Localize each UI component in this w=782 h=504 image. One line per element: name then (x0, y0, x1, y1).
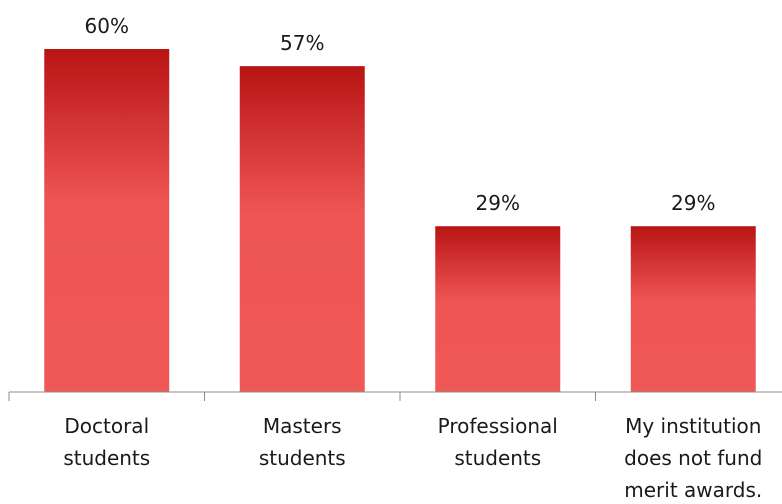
category-label-1: Masters students (259, 414, 346, 470)
category-label-line: Masters (263, 414, 342, 438)
value-label-2: 29% (476, 191, 520, 215)
category-label-line: does not fund (624, 446, 762, 470)
bar-3 (630, 226, 756, 392)
category-label-line: students (454, 446, 541, 470)
category-label-0: Doctoral students (63, 414, 150, 470)
x-axis (8, 391, 782, 401)
category-label-line: Doctoral (64, 414, 149, 438)
value-label-0: 60% (85, 14, 129, 38)
bar-1 (239, 66, 365, 393)
value-label-3: 29% (671, 191, 715, 215)
category-label-3: My institution does not fund merit awards. (624, 414, 762, 502)
category-label-2: Professional students (438, 414, 558, 470)
bar-2 (435, 226, 561, 392)
bar-0 (44, 49, 170, 392)
category-label-line: merit awards. (624, 478, 762, 502)
value-label-1: 57% (280, 31, 324, 55)
category-label-line: My institution (625, 414, 761, 438)
bars-layer (44, 49, 756, 393)
category-label-line: students (63, 446, 150, 470)
value-labels-layer: 60% 57% 29% 29% (85, 14, 716, 215)
category-label-line: students (259, 446, 346, 470)
category-label-line: Professional (438, 414, 558, 438)
